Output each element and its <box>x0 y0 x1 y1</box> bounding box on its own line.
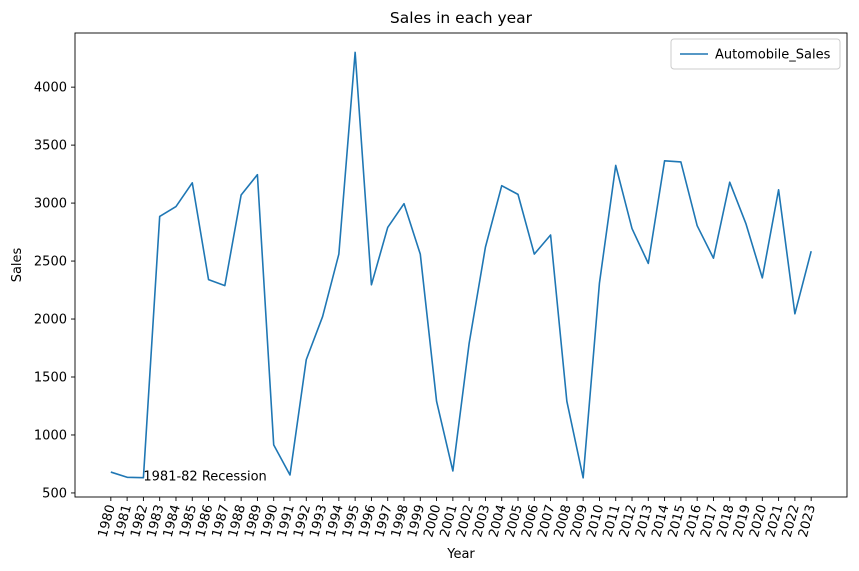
annotation-recession: 1981-82 Recession <box>143 470 266 485</box>
y-axis-title: Sales <box>10 247 25 282</box>
y-tick-label: 4000 <box>34 81 67 96</box>
y-tick-label: 3500 <box>34 139 67 154</box>
y-tick-label: 500 <box>42 486 67 501</box>
y-tick-label: 2000 <box>34 313 67 328</box>
legend-box <box>670 38 841 70</box>
y-tick-label: 2500 <box>34 255 67 270</box>
plot-frame <box>74 32 848 498</box>
legend-label: Automobile_Sales <box>715 48 831 63</box>
y-tick-label: 1500 <box>34 371 67 386</box>
series-line-automobile-sales <box>110 51 812 479</box>
x-axis-title: Year <box>446 547 475 562</box>
y-tick-label: 1000 <box>34 428 67 443</box>
y-tick-label: 3000 <box>34 197 67 212</box>
chart-title: Sales in each year <box>390 9 533 27</box>
